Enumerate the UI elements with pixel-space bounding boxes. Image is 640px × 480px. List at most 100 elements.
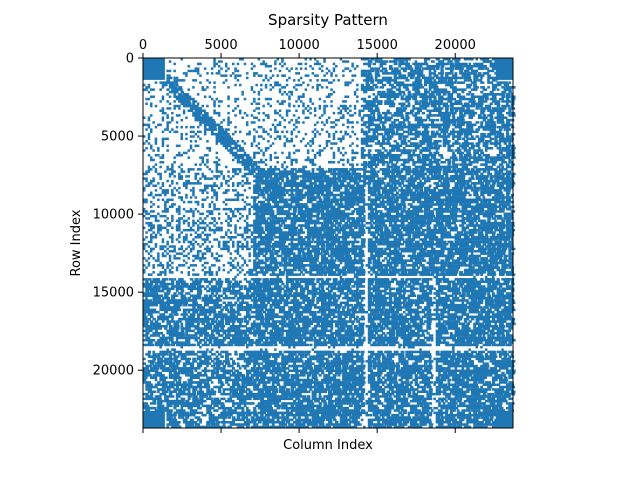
nonzero-marker — [506, 83, 510, 87]
nonzero-marker — [325, 182, 330, 185]
nonzero-marker — [454, 182, 458, 185]
nonzero-marker — [372, 128, 377, 131]
nonzero-marker — [433, 109, 438, 112]
nonzero-marker — [391, 114, 394, 117]
nonzero-marker — [463, 58, 469, 61]
nonzero-marker — [185, 196, 188, 199]
nonzero-marker — [489, 203, 495, 206]
nonzero-marker — [227, 144, 232, 148]
nonzero-marker — [236, 191, 240, 194]
nonzero-marker — [318, 184, 324, 187]
nonzero-marker — [342, 196, 346, 199]
nonzero-marker — [402, 97, 407, 101]
nonzero-marker — [281, 86, 284, 89]
nonzero-marker — [379, 219, 383, 223]
nonzero-marker — [417, 67, 422, 70]
nonzero-marker — [468, 210, 474, 213]
nonzero-marker — [391, 179, 395, 183]
nonzero-marker — [346, 207, 351, 211]
nonzero-marker — [323, 179, 327, 183]
nonzero-marker — [276, 161, 279, 164]
nonzero-marker — [337, 186, 341, 190]
nonzero-marker — [494, 130, 499, 134]
nonzero-marker — [405, 189, 409, 192]
nonzero-marker — [508, 142, 511, 145]
nonzero-marker — [468, 62, 471, 66]
nonzero-marker — [498, 163, 504, 166]
nonzero-marker — [480, 125, 484, 129]
nonzero-marker — [239, 130, 242, 134]
nonzero-marker — [489, 130, 493, 134]
nonzero-marker — [337, 207, 341, 211]
nonzero-marker — [374, 107, 380, 110]
nonzero-marker — [271, 123, 275, 127]
nonzero-marker — [269, 198, 272, 201]
nonzero-marker — [431, 212, 435, 216]
nonzero-marker — [461, 88, 465, 91]
nonzero-marker — [328, 116, 331, 119]
nonzero-marker — [267, 205, 272, 208]
nonzero-marker — [405, 212, 409, 216]
nonzero-marker — [356, 100, 359, 103]
nonzero-marker — [332, 179, 337, 183]
nonzero-marker — [330, 172, 335, 176]
nonzero-marker — [353, 179, 358, 183]
nonzero-marker — [206, 121, 209, 124]
nonzero-marker — [414, 144, 420, 148]
nonzero-marker — [215, 142, 219, 145]
nonzero-marker — [262, 205, 266, 208]
nonzero-marker — [435, 186, 439, 190]
nonzero-marker — [344, 107, 347, 110]
nonzero-marker — [339, 116, 343, 119]
nonzero-marker — [339, 175, 344, 178]
nonzero-marker — [339, 191, 343, 194]
nonzero-marker — [313, 177, 317, 180]
nonzero-marker — [180, 137, 183, 141]
nonzero-marker — [360, 207, 366, 211]
nonzero-marker — [283, 100, 286, 103]
nonzero-marker — [166, 79, 170, 82]
nonzero-marker — [192, 86, 195, 89]
nonzero-marker — [367, 104, 372, 108]
nonzero-marker — [292, 179, 297, 183]
nonzero-marker — [494, 86, 498, 89]
nonzero-marker — [236, 207, 240, 211]
nonzero-marker — [494, 109, 499, 112]
nonzero-marker — [264, 170, 269, 173]
nonzero-marker — [302, 212, 307, 216]
nonzero-marker — [171, 214, 174, 218]
nonzero-marker — [508, 184, 512, 187]
nonzero-marker — [299, 191, 303, 194]
nonzero-marker — [171, 111, 174, 115]
nonzero-marker — [379, 58, 383, 61]
nonzero-marker — [419, 95, 424, 98]
nonzero-marker — [503, 179, 508, 183]
nonzero-marker — [225, 74, 228, 77]
nonzero-marker — [328, 184, 333, 187]
nonzero-marker — [215, 184, 219, 187]
nonzero-marker — [299, 175, 305, 178]
nonzero-marker — [313, 175, 317, 178]
nonzero-marker — [426, 200, 431, 204]
nonzero-marker — [234, 76, 237, 80]
nonzero-marker — [435, 76, 439, 80]
nonzero-marker — [185, 186, 188, 190]
nonzero-marker — [328, 189, 331, 192]
nonzero-marker — [264, 130, 268, 134]
nonzero-marker — [381, 163, 385, 166]
nonzero-marker — [445, 125, 450, 129]
nonzero-marker — [342, 205, 347, 208]
nonzero-marker — [171, 198, 174, 201]
nonzero-marker — [395, 149, 401, 152]
nonzero-marker — [255, 107, 258, 110]
nonzero-marker — [203, 184, 207, 187]
nonzero-marker — [145, 88, 148, 91]
nonzero-marker — [477, 125, 482, 129]
nonzero-marker — [178, 207, 181, 211]
nonzero-marker — [381, 158, 385, 162]
nonzero-marker — [489, 210, 494, 213]
nonzero-marker — [508, 182, 511, 185]
nonzero-marker — [452, 193, 457, 197]
nonzero-marker — [232, 212, 235, 216]
nonzero-marker — [217, 175, 221, 178]
